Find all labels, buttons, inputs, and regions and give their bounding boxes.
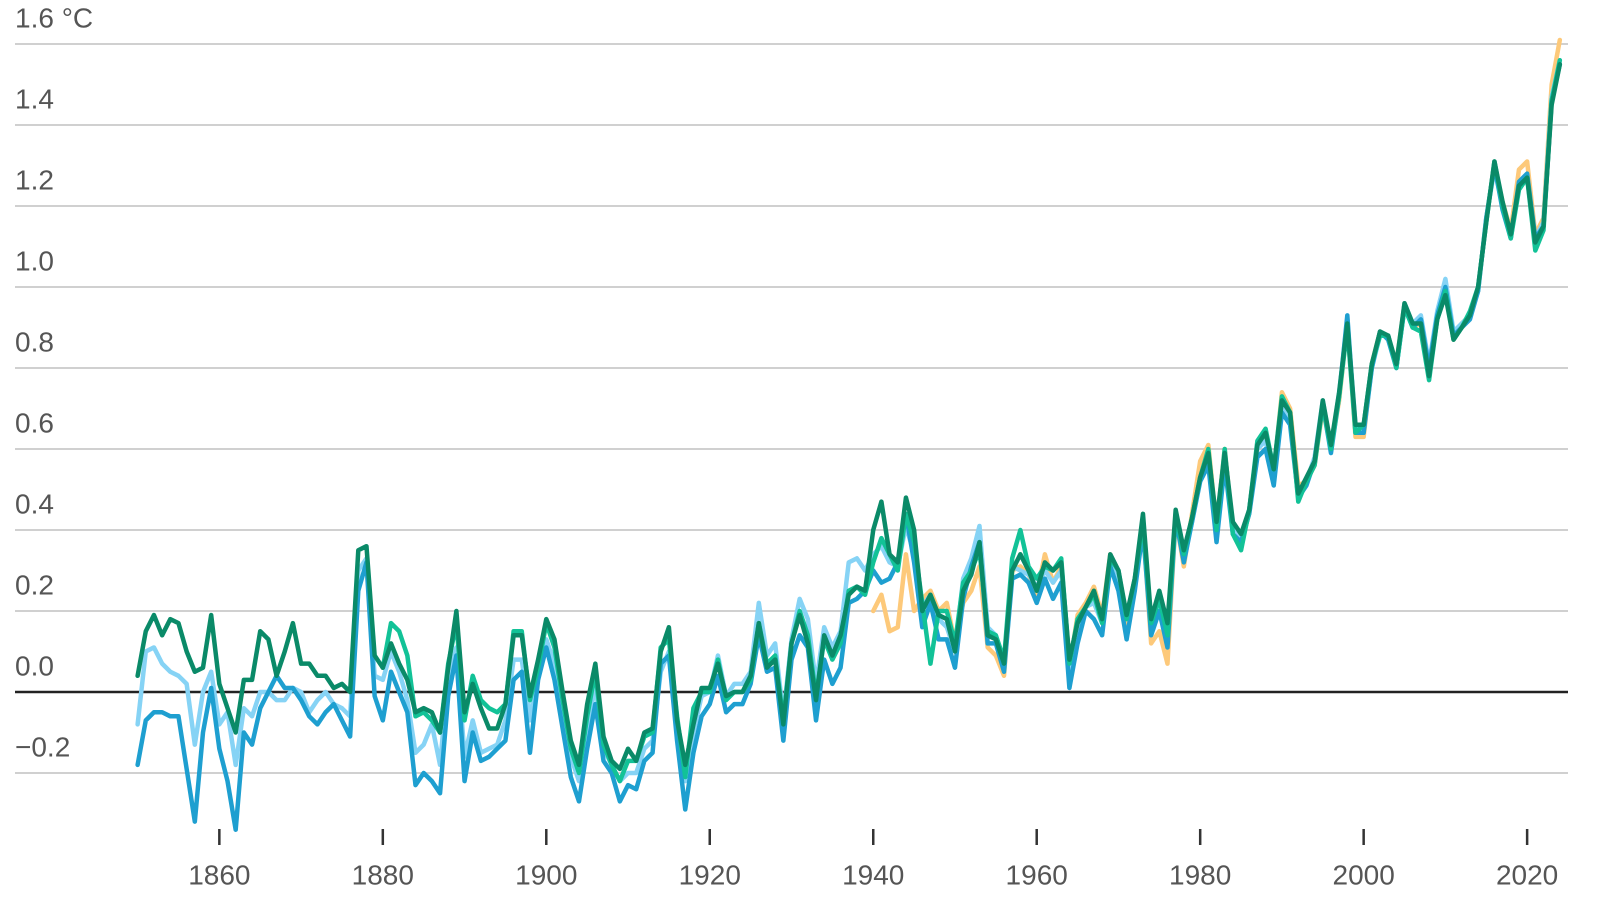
y-tick-label: 0.6 [15,407,54,438]
grid: −0.2 0.0 0.2 0.4 0.6 0.8 1.0 1.2 1.4 1.6 °C [15,2,1568,774]
y-tick-label: 0.2 [15,569,54,600]
y-tick-label: 0.4 [15,488,54,519]
series-line [135,62,1563,772]
x-tick-label: 1880 [352,859,414,890]
x-axis: 1860 1880 1900 1920 1940 1960 1980 2000 2020 [188,829,1558,890]
y-tick-label: 0.0 [15,650,54,681]
x-tick-label: 1980 [1169,859,1231,890]
x-tick-label: 1900 [515,859,577,890]
y-tick-label: −0.2 [15,731,70,762]
y-tick-label: 1.0 [15,245,54,276]
series-line [870,37,1563,679]
x-tick-label: 1940 [842,859,904,890]
x-tick-label: 1920 [679,859,741,890]
x-tick-label: 2020 [1496,859,1558,890]
series-line [135,62,1563,832]
y-tick-label: 1.2 [15,164,54,195]
x-tick-label: 2000 [1333,859,1395,890]
x-tick-label: 1960 [1006,859,1068,890]
y-tick-label: 1.6 °C [15,2,93,33]
lines [135,37,1563,832]
x-tick-label: 1860 [188,859,250,890]
y-tick-label: 1.4 [15,83,54,114]
y-tick-label: 0.8 [15,326,54,357]
